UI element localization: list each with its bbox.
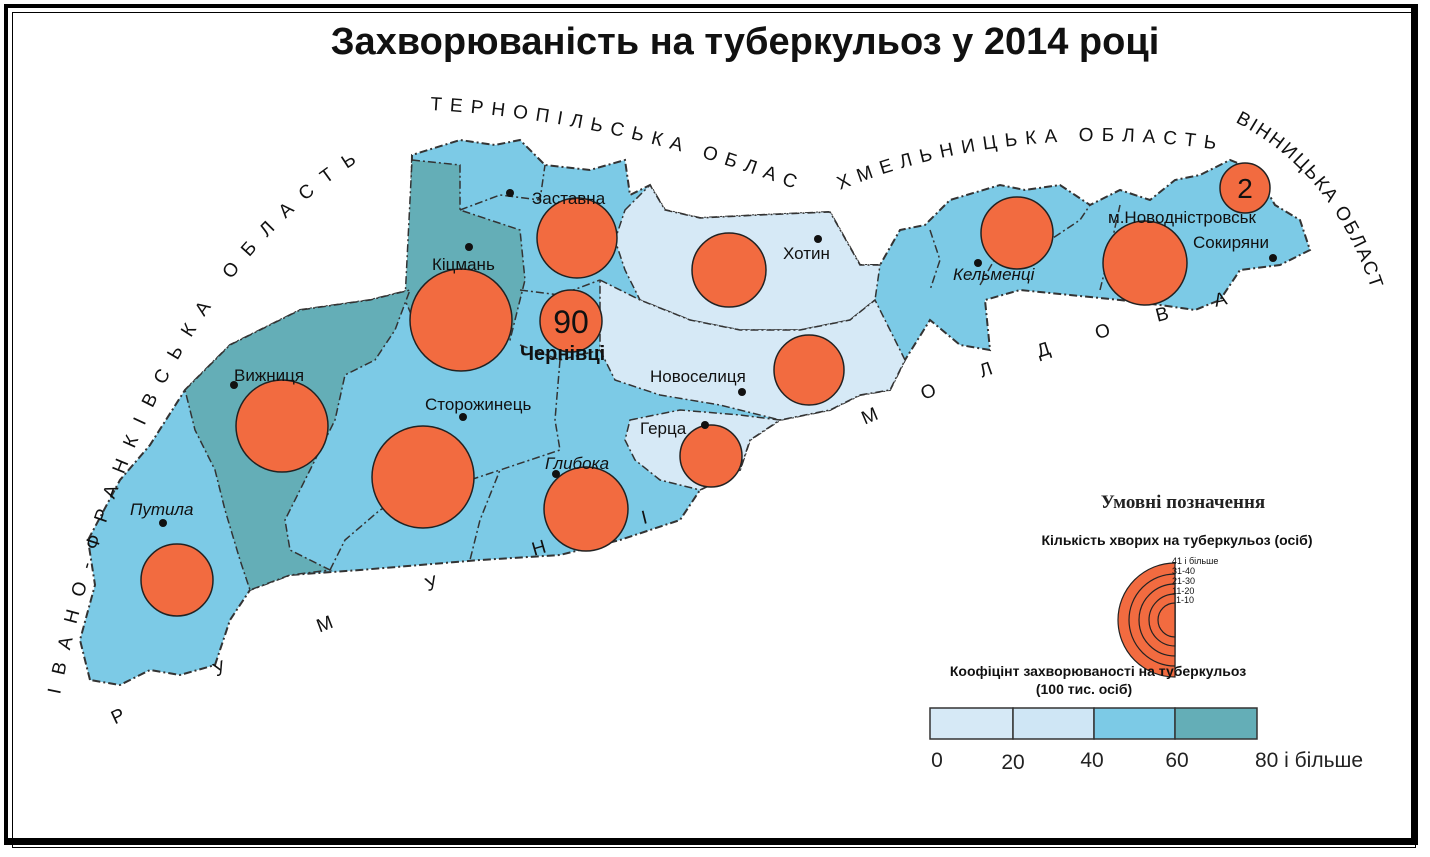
circle-khotyn bbox=[691, 232, 767, 308]
circle-chernivtsi bbox=[539, 289, 603, 353]
label-zastavna: Заставна bbox=[532, 189, 606, 208]
label-hlyboka: Глибока bbox=[545, 454, 609, 473]
label-hertsa: Герца bbox=[640, 419, 687, 438]
scale-tick-40: 40 bbox=[1080, 749, 1103, 772]
dot-kelmentsi bbox=[974, 259, 982, 267]
scale-box-60-80 bbox=[1174, 707, 1258, 740]
dot-sokyriany bbox=[1269, 254, 1277, 262]
legend-level-1: 31-40 bbox=[1172, 566, 1195, 576]
circle-zastavna bbox=[536, 197, 618, 279]
legend-circle-1-10 bbox=[1157, 602, 1176, 638]
circle-value-novodnistrovsk: 2 bbox=[1237, 173, 1253, 204]
legend-circle-sizes bbox=[1117, 562, 1176, 678]
neighbor-khmelnytskyi: ХМЕЛЬНИЦЬКА ОБЛАСТЬ bbox=[834, 125, 1226, 195]
legend-color-scale bbox=[929, 707, 1258, 740]
label-vyzhnytsia: Вижниця bbox=[234, 366, 304, 385]
label-novoselytsia: Новоселиця bbox=[650, 367, 746, 386]
circle-novoselytsia bbox=[773, 334, 845, 406]
legend-rate-title: Коофіцінт захворюваності на туберкульоз bbox=[950, 663, 1246, 679]
circle-kelmentsi bbox=[980, 196, 1054, 270]
circle-novodnistrovsk bbox=[1219, 162, 1271, 214]
dot-novoselytsia bbox=[738, 388, 746, 396]
legend-rate-subtitle: (100 тис. осіб) bbox=[1036, 681, 1132, 697]
circle-kitsman bbox=[409, 268, 513, 372]
scale-box-40-60 bbox=[1093, 707, 1176, 740]
legend-level-3: 11-20 bbox=[1172, 586, 1194, 596]
map-inner-border bbox=[12, 12, 1416, 848]
map-title: Захворюваність на туберкульоз у 2014 роц… bbox=[331, 21, 1160, 63]
scale-box-20-40 bbox=[1012, 707, 1095, 740]
map-frame bbox=[4, 4, 1418, 845]
legend-circles-title: Кількість хворих на туберкульоз (осіб) bbox=[1041, 532, 1312, 548]
legend-title: Умовні позначення bbox=[1101, 492, 1265, 513]
dot-storozhynets bbox=[459, 413, 467, 421]
dot-hlyboka bbox=[552, 470, 560, 478]
circle-hertsa bbox=[679, 424, 743, 488]
label-chernivtsi: Чернівці bbox=[520, 343, 605, 365]
circle-storozhynets bbox=[371, 425, 475, 529]
circle-putyla bbox=[140, 543, 214, 617]
circle-hlyboka bbox=[543, 466, 629, 552]
scale-tick-60: 60 bbox=[1165, 749, 1188, 772]
label-storozhynets: Сторожинець bbox=[425, 395, 531, 414]
scale-tick-20: 20 bbox=[1001, 751, 1024, 774]
dot-hertsa bbox=[701, 421, 709, 429]
dot-khotyn bbox=[814, 235, 822, 243]
label-putyla: Путила bbox=[130, 500, 193, 519]
circle-sokyriany bbox=[1102, 220, 1188, 306]
dot-kitsman bbox=[465, 243, 473, 251]
city-dots bbox=[159, 189, 1277, 527]
scale-tick-0: 0 bbox=[931, 749, 943, 772]
scale-tick-80plus: 80 і більше bbox=[1255, 749, 1363, 772]
label-kitsman: Кіцмань bbox=[432, 255, 495, 274]
label-khotyn: Хотин bbox=[783, 244, 830, 263]
dot-zastavna bbox=[506, 189, 514, 197]
legend-level-4: 1-10 bbox=[1176, 595, 1194, 605]
circles-layer bbox=[140, 162, 1271, 617]
legend-level-2: 21-30 bbox=[1172, 576, 1195, 586]
dot-putyla bbox=[159, 519, 167, 527]
label-novodnistrovsk: м.Новодністровськ bbox=[1108, 208, 1257, 227]
scale-box-0-20 bbox=[929, 707, 1014, 740]
label-kelmentsi: Кельменці bbox=[953, 265, 1036, 284]
label-sokyriany: Сокиряни bbox=[1193, 233, 1269, 252]
dot-vyzhnytsia bbox=[230, 381, 238, 389]
circle-value-chernivtsi: 90 bbox=[553, 304, 589, 340]
circle-vyzhnytsia bbox=[235, 379, 329, 473]
legend-level-0: 41 і більше bbox=[1172, 556, 1218, 566]
